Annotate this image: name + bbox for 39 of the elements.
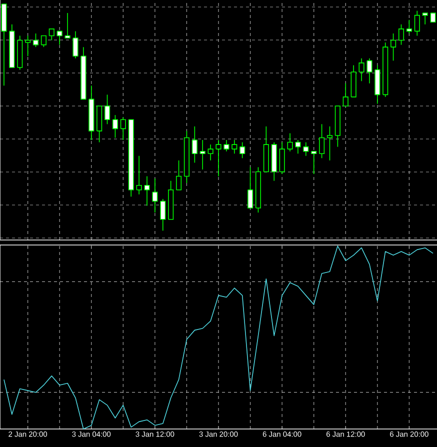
candlestick <box>40 35 46 48</box>
candlestick <box>406 19 412 34</box>
candlestick <box>72 30 78 59</box>
candlestick <box>25 35 31 57</box>
candlestick <box>342 82 348 106</box>
candlestick <box>247 166 254 208</box>
candlestick <box>287 132 293 152</box>
candlestick <box>120 116 126 140</box>
candlestick <box>358 58 364 82</box>
candlestick <box>104 94 110 125</box>
candlestick <box>152 178 158 213</box>
candlestick <box>192 126 198 164</box>
candlestick <box>414 10 420 36</box>
candlestick <box>216 140 222 177</box>
candlestick <box>326 126 333 161</box>
candlestick <box>279 142 285 174</box>
candlestick <box>200 140 206 170</box>
candlestick <box>144 176 150 206</box>
candlestick <box>232 140 238 154</box>
candlestick <box>295 140 301 154</box>
candlestick <box>32 33 39 48</box>
candlestick <box>136 155 142 195</box>
candlestick <box>366 58 372 84</box>
candlestick <box>176 160 182 190</box>
candlestick <box>64 12 70 38</box>
candlestick <box>303 142 309 156</box>
candlestick <box>112 114 118 138</box>
candlestick <box>319 124 325 159</box>
candlestick <box>48 28 54 41</box>
candlestick <box>224 140 230 152</box>
candlestick <box>422 12 428 25</box>
candlestick <box>311 150 317 174</box>
candlestick <box>208 144 214 161</box>
candlestick <box>398 24 404 46</box>
candlestick <box>240 142 246 159</box>
candlestick <box>390 33 396 62</box>
candlestick <box>430 12 436 23</box>
candlestick <box>160 198 166 232</box>
candlestick <box>56 30 62 46</box>
